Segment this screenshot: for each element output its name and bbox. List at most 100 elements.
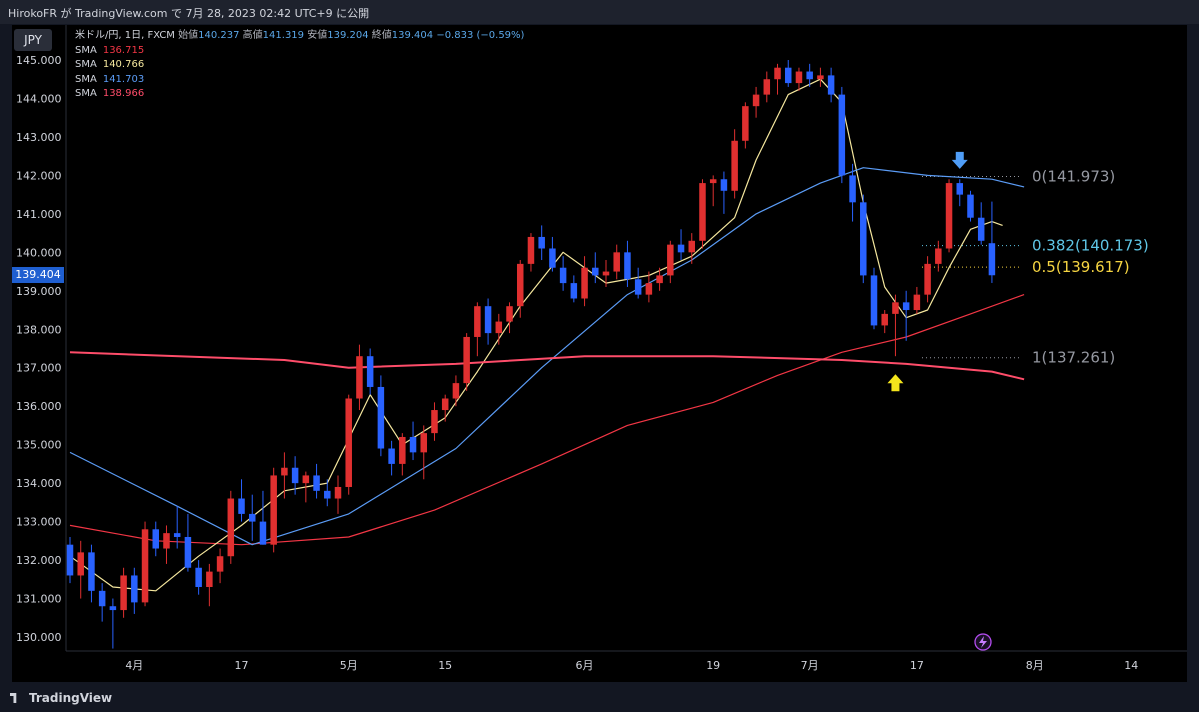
candle-body (152, 529, 160, 549)
candle-body (302, 475, 310, 484)
legend-sma-2[interactable]: SMA 140.766 (75, 58, 524, 73)
x-tick-label: 15 (438, 659, 452, 672)
candle-body (227, 498, 235, 557)
candle-body (131, 575, 138, 603)
price-chart[interactable]: 145.000 144.000 143.000 142.000 141.000 140.0… (12, 25, 1187, 682)
legend-close-label: 終値 (371, 30, 392, 41)
candle-body (720, 179, 728, 191)
legend-high: 141.319 (262, 30, 305, 41)
candle-body (399, 436, 406, 464)
y-tick-label: 137.000 (16, 362, 62, 375)
legend-high-label: 高値 (242, 30, 263, 41)
candle-body (988, 243, 996, 276)
candle-body (559, 267, 567, 284)
candle-body (784, 67, 792, 84)
y-tick-label: 144.000 (16, 92, 62, 105)
legend-low-label: 安値 (307, 30, 328, 41)
candle-body (506, 306, 513, 322)
legend-change: −0.833 (−0.59%) (436, 30, 525, 41)
candle-body (366, 356, 374, 387)
candle-body (281, 467, 288, 476)
candle-body (806, 71, 813, 80)
candle-body (441, 398, 449, 411)
candle-body (860, 202, 867, 276)
candle-body (377, 386, 385, 449)
y-tick-label: 131.000 (16, 593, 62, 606)
candle-body (795, 71, 803, 84)
candle-body (431, 410, 438, 434)
sma-4-value: 138.966 (102, 88, 145, 99)
candle-body (956, 183, 964, 195)
chart-legend: 米ドル/円, 1日, FXCM 始値140.237 高値141.319 安値13… (75, 29, 524, 102)
candle-body (173, 533, 181, 537)
tradingview-logo[interactable]: TradingView (10, 691, 112, 705)
legend-instrument: 米ドル/円, 1日, FXCM (75, 30, 175, 41)
candle-body (838, 94, 846, 176)
y-tick-label: 130.000 (16, 631, 62, 644)
candle-body (184, 536, 192, 568)
candle-body (195, 567, 202, 587)
chart-frame[interactable]: 145.000 144.000 143.000 142.000 141.000 140.0… (12, 25, 1187, 682)
candle-body (109, 606, 117, 611)
candle-body (731, 140, 738, 191)
symbol-badge[interactable]: JPY (14, 29, 52, 51)
candle-body (420, 433, 428, 453)
publish-header: HirokoFR が TradingView.com で 7月 28, 2023… (0, 0, 1199, 24)
x-tick-label: 6月 (576, 659, 594, 672)
candle-body (924, 263, 931, 295)
sma-2-value: 140.766 (102, 59, 145, 70)
legend-sma-4[interactable]: SMA 138.966 (75, 87, 524, 102)
y-tick-label: 142.000 (16, 169, 62, 182)
candle-body (763, 79, 771, 95)
fib-level-label: 0.5(139.617) (1032, 258, 1130, 276)
candle-body (516, 263, 524, 307)
candle-body (699, 183, 706, 241)
sma-1-value: 136.715 (102, 44, 145, 56)
y-tick-label: 134.000 (16, 477, 62, 490)
candle-body (774, 67, 781, 80)
fib-level-label: 0(141.973) (1032, 167, 1115, 185)
candle-body (849, 175, 856, 203)
legend-sma-3[interactable]: SMA 141.703 (75, 73, 524, 88)
legend-sma-1[interactable]: SMA 136.715 (75, 44, 524, 59)
candle-body (977, 217, 985, 241)
legend-close: 139.404 (391, 30, 434, 41)
candle-body (613, 252, 620, 272)
footer: TradingView (0, 684, 1199, 712)
candle-body (742, 106, 749, 141)
sma-2-label: SMA (75, 59, 97, 70)
sma-3-label: SMA (75, 73, 97, 85)
legend-ohlc-row: 米ドル/円, 1日, FXCM 始値140.237 高値141.319 安値13… (75, 29, 524, 44)
sma-4-label: SMA (75, 88, 97, 99)
candle-body (270, 475, 277, 545)
candle-body (945, 183, 953, 249)
candle-body (645, 283, 653, 295)
candle-body (238, 498, 245, 514)
candle-body (120, 575, 127, 611)
y-tick-label: 143.000 (16, 131, 62, 144)
candle-body (495, 321, 503, 334)
legend-open-label: 始値 (178, 30, 199, 41)
y-tick-label: 145.000 (16, 54, 62, 67)
candle-body (634, 279, 642, 295)
y-tick-label: 139.000 (16, 285, 62, 298)
candle-body (827, 75, 835, 95)
candle-body (88, 552, 95, 591)
candle-body (602, 271, 610, 276)
sma-1-label: SMA (75, 44, 97, 56)
candle-body (817, 75, 824, 80)
fib-level-label: 1(137.261) (1032, 349, 1115, 367)
up-arrow-icon (887, 374, 904, 392)
last-price-badge: 139.404 (12, 267, 64, 283)
candle-body (259, 521, 267, 545)
candle-body (709, 179, 717, 184)
candle-body (656, 275, 663, 284)
x-tick-label: 17 (910, 659, 924, 672)
candle-body (141, 529, 149, 603)
candle-body (667, 244, 674, 276)
candle-body (334, 486, 342, 499)
sma-3-value: 141.703 (102, 73, 145, 85)
legend-low: 139.204 (327, 30, 369, 41)
sma-line-2 (69, 78, 1003, 592)
candle-body (291, 467, 299, 484)
